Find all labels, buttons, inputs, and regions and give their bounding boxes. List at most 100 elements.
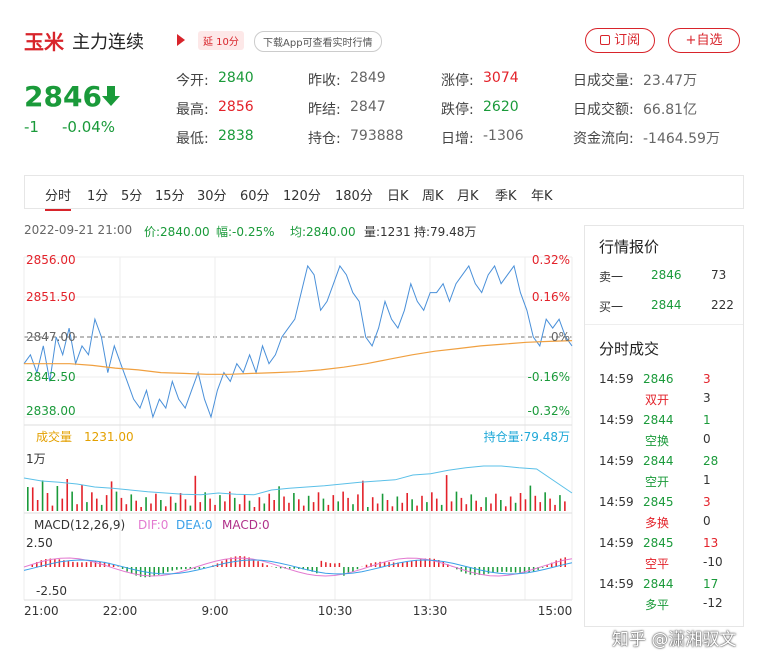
volume-bar [81,484,83,511]
download-app-badge[interactable]: 下载App可查看实时行情 [254,31,382,52]
macd-bar [379,561,381,567]
macd-dif-line [23,557,573,577]
macd-bar [442,561,445,567]
volume-bar [332,495,335,511]
volume-bar [352,504,354,511]
stat-item: 日成交量: 23.47万 [573,70,697,90]
macd-axis-label: -2.50 [36,584,67,598]
volume-bar [421,495,423,511]
macd-bar [135,567,137,576]
volume-bar [312,502,315,511]
macd-label: MACD(12,26,9) [34,518,125,532]
trade-oi: 1 [703,473,711,487]
macd-bar [49,558,52,567]
trade-price: 2844 [643,413,674,427]
trades-title: 分时成交 [599,340,660,358]
macd-bar [180,567,183,570]
tab-9[interactable]: 周K [422,189,444,204]
tab-1[interactable]: 1分 [87,189,109,204]
macd-bar [424,558,426,567]
stat-value: -1464.59万 [643,131,720,147]
volume-bar [376,503,379,511]
volume-bar [258,497,261,511]
add-favorite-button[interactable]: +自选 [668,28,740,53]
tab-5[interactable]: 60分 [240,189,270,204]
volume-bar [302,505,305,511]
trade-oi: 0 [703,432,711,446]
macd-bar [203,567,205,569]
macd-bar [81,562,83,567]
last-price: 2846 [24,80,102,113]
macd-bar [108,562,110,567]
trade-time: 14:59 [599,372,634,386]
volume-bar [76,504,78,511]
volume-bar [194,475,197,511]
tab-4[interactable]: 30分 [197,189,227,204]
quote-row-price: 2844 [651,298,682,312]
volume-bar [396,496,399,511]
trade-oi: 3 [703,391,711,405]
macd-bar [338,562,341,567]
macd-bar [325,562,327,567]
macd-bar [302,567,305,570]
volume-bar [514,502,517,511]
tab-0[interactable]: 分时 [45,185,72,211]
pct-tick-label: 0.32% [532,253,570,267]
volume-bar [204,492,206,511]
volume-bar [460,497,463,511]
volume-bar [411,499,413,511]
volume-bar [495,493,497,511]
volume-bar [509,496,512,511]
stat-item: 跌停: 2620 [441,99,519,119]
volume-bar [189,505,192,511]
tab-6[interactable]: 120分 [283,189,321,204]
volume-bar [455,491,458,511]
macd-bar [519,567,521,573]
volume-bar [450,501,453,511]
stat-value: 2840 [218,70,254,86]
price-tick-label: 2838.00 [26,404,76,418]
info-datetime: 2022-09-21 21:00 [24,223,133,237]
intraday-chart[interactable]: 2856.00 0.32% 2851.50 0.16% 2847.00 0% 2842.50… [0,245,580,623]
tab-2[interactable]: 5分 [121,189,143,204]
volume-bar [51,505,54,511]
volume-bar [41,480,44,511]
trade-time: 14:59 [599,454,634,468]
macd-bar [388,562,390,567]
play-icon[interactable] [177,34,185,46]
macd-bar [401,562,404,567]
tab-12[interactable]: 年K [531,189,553,204]
macd-bar [487,567,490,574]
macd-bar [392,562,395,567]
volume-bar [559,495,561,511]
tab-8[interactable]: 日K [387,189,409,204]
trade-oi: -12 [703,596,723,610]
quote-row-price: 2846 [651,268,682,282]
macd-bar [316,567,318,574]
trade-vol: 3 [703,495,711,509]
volume-bar [366,507,369,511]
macd-bar [514,567,517,573]
macd-bar [334,563,336,567]
volume-bar [435,498,438,511]
contract-name: 主力连续 [72,32,144,53]
subscribe-icon [599,35,610,45]
tab-7[interactable]: 180分 [335,189,373,204]
volume-bar [150,503,152,511]
volume-bar [219,495,221,511]
stat-value: -1306 [483,128,524,144]
macd-bar [76,562,79,567]
macd-bar [307,567,309,571]
trade-type: 空平 [645,557,670,571]
macd-bar [564,557,566,567]
volume-bar [110,481,113,511]
stat-item: 今开: 2840 [176,70,254,90]
volume-bar [31,487,34,511]
tab-11[interactable]: 季K [495,189,517,204]
tab-3[interactable]: 15分 [155,189,185,204]
macd-bar [447,564,449,567]
subscribe-button[interactable]: 订阅 [585,28,655,53]
macd-bar [185,567,187,570]
volume-bar [125,504,128,511]
tab-10[interactable]: 月K [457,189,479,204]
